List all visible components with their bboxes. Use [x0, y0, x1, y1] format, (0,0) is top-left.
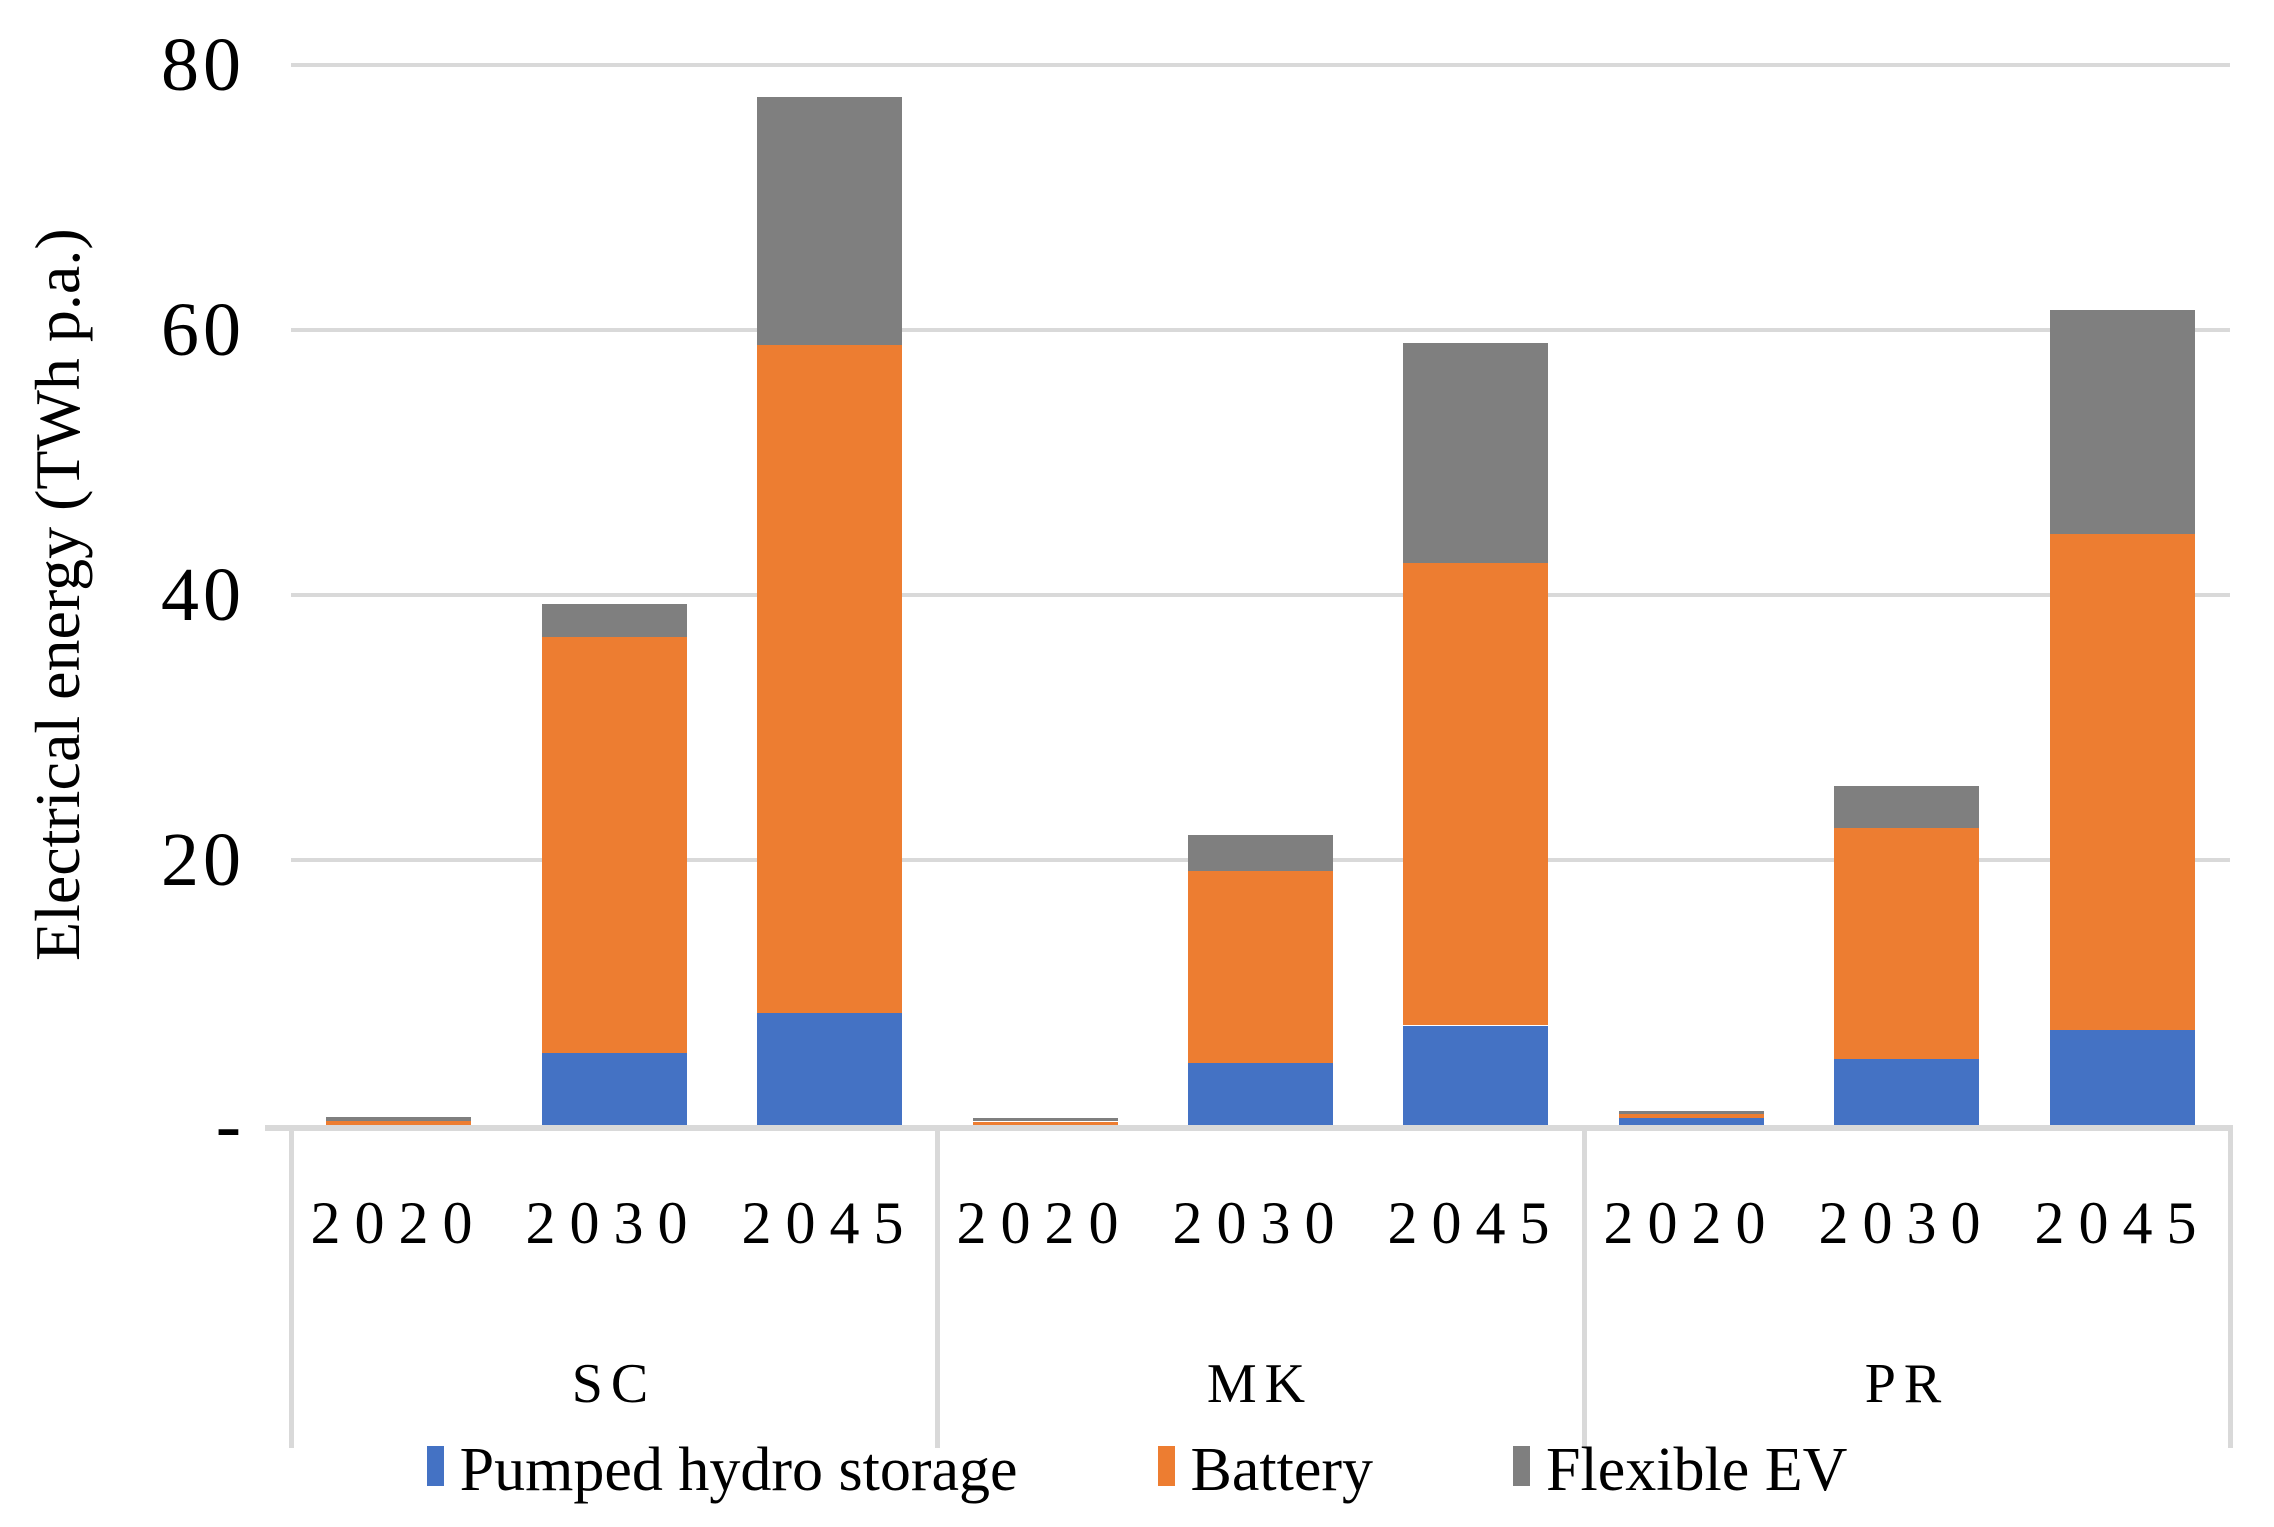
- legend-swatch: [1157, 1446, 1175, 1486]
- category-separator: [2228, 1128, 2233, 1448]
- y-tick-label: 40: [161, 553, 245, 637]
- bar-segment-pr-2045-battery: [2050, 534, 2195, 1030]
- x-tick-label-mk-2020: 2020: [956, 1190, 1133, 1256]
- bar-segment-mk-2045-pumped-hydro-storage: [1403, 1026, 1548, 1125]
- gridline: [291, 328, 2230, 332]
- x-tick-label-pr-2030: 2030: [1818, 1190, 1995, 1256]
- bar-segment-mk-2020-flexible-ev: [973, 1118, 1118, 1121]
- bar-segment-mk-2030-battery: [1188, 871, 1333, 1063]
- legend-swatch: [1513, 1446, 1531, 1486]
- bar-segment-sc-2045-battery: [757, 345, 902, 1013]
- y-tick-label: 20: [161, 818, 245, 902]
- legend-item-flexible-ev: Flexible EV: [1513, 1432, 1847, 1508]
- bar-segment-sc-2020-flexible-ev: [326, 1117, 471, 1121]
- legend-swatch: [426, 1446, 444, 1486]
- legend: Pumped hydro storage Battery Flexible EV: [0, 1432, 2274, 1508]
- x-tick-label-pr-2020: 2020: [1603, 1190, 1780, 1256]
- x-tick-label-mk-2030: 2030: [1172, 1190, 1349, 1256]
- category-separator: [289, 1128, 294, 1448]
- bar-segment-mk-2045-battery: [1403, 563, 1548, 1025]
- legend-label: Flexible EV: [1546, 1436, 1848, 1504]
- bar-segment-pr-2020-pumped-hydro-storage: [1619, 1118, 1764, 1125]
- bar-segment-sc-2020-battery: [326, 1121, 471, 1125]
- bar-segment-mk-2045-flexible-ev: [1403, 343, 1548, 563]
- bar-segment-pr-2020-flexible-ev: [1619, 1111, 1764, 1114]
- bar-segment-pr-2030-pumped-hydro-storage: [1834, 1059, 1979, 1125]
- y-tick-label: 60: [161, 288, 245, 372]
- gridline: [291, 63, 2230, 67]
- y-tick-label: -: [215, 1083, 245, 1167]
- legend-item-pumped-hydro-storage: Pumped hydro storage: [426, 1432, 1018, 1508]
- group-label-mk: MK: [1206, 1353, 1314, 1415]
- bar-segment-sc-2030-flexible-ev: [542, 604, 687, 637]
- legend-label: Pumped hydro storage: [459, 1436, 1018, 1504]
- gridline: [291, 593, 2230, 597]
- bar-segment-mk-2030-flexible-ev: [1188, 835, 1333, 871]
- x-tick-label-sc-2030: 2030: [525, 1190, 702, 1256]
- legend-item-battery: Battery: [1157, 1432, 1374, 1508]
- bar-segment-pr-2030-battery: [1834, 828, 1979, 1059]
- x-tick-label-mk-2045: 2045: [1387, 1190, 1564, 1256]
- x-tick-label-sc-2020: 2020: [310, 1190, 487, 1256]
- group-label-sc: SC: [571, 1353, 657, 1415]
- bar-segment-pr-2045-flexible-ev: [2050, 310, 2195, 534]
- bar-segment-sc-2045-flexible-ev: [757, 97, 902, 345]
- y-tick-label: 80: [161, 23, 245, 107]
- category-separator: [935, 1128, 940, 1448]
- category-separator: [1582, 1128, 1587, 1448]
- bar-segment-pr-2020-battery: [1619, 1114, 1764, 1118]
- bar-segment-sc-2030-pumped-hydro-storage: [542, 1053, 687, 1125]
- bar-segment-mk-2030-pumped-hydro-storage: [1188, 1063, 1333, 1125]
- group-label-pr: PR: [1864, 1353, 1950, 1415]
- x-tick-label-sc-2045: 2045: [741, 1190, 918, 1256]
- bar-segment-sc-2030-battery: [542, 637, 687, 1053]
- bar-segment-sc-2045-pumped-hydro-storage: [757, 1012, 902, 1125]
- bar-segment-mk-2020-battery: [973, 1122, 1118, 1125]
- x-axis-line: [265, 1125, 2233, 1131]
- legend-label: Battery: [1190, 1436, 1374, 1504]
- bar-segment-pr-2030-flexible-ev: [1834, 786, 1979, 828]
- x-tick-label-pr-2045: 2045: [2034, 1190, 2211, 1256]
- bar-segment-pr-2045-pumped-hydro-storage: [2050, 1030, 2195, 1125]
